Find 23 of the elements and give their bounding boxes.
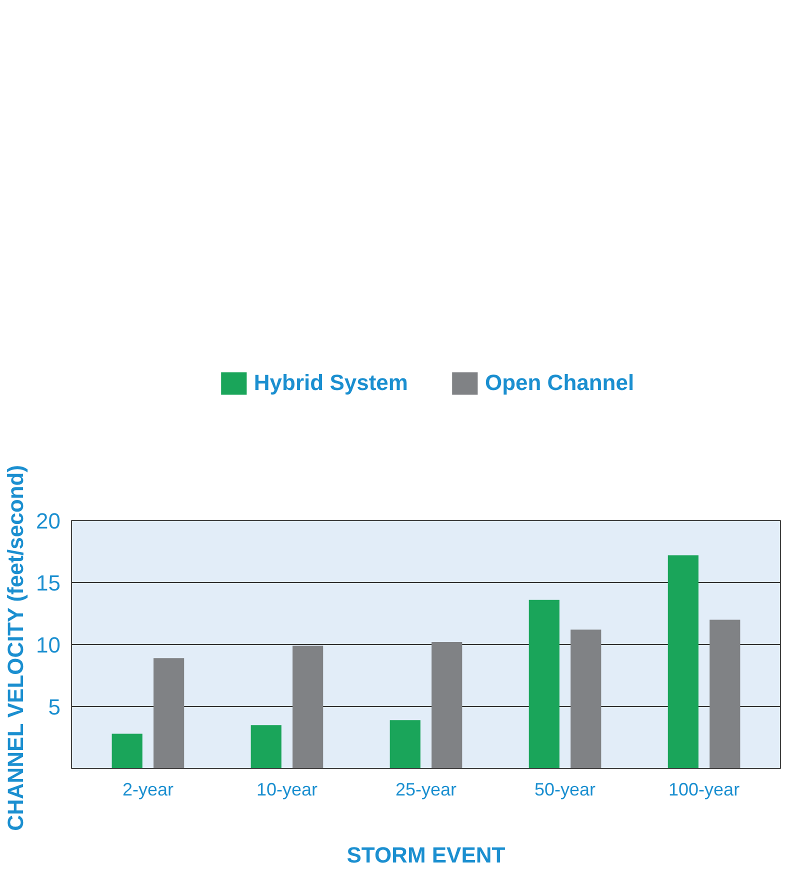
- x-tick-label: 100-year: [668, 780, 740, 800]
- bar: [154, 658, 184, 768]
- x-tick-label: 10-year: [256, 780, 318, 800]
- y-axis-title: CHANNEL VELOCITY (feet/second): [3, 465, 28, 831]
- y-tick-label: 15: [36, 570, 61, 596]
- x-tick-label: 50-year: [534, 780, 596, 800]
- x-tick-label: 25-year: [395, 780, 457, 800]
- y-tick-label: 5: [48, 694, 61, 720]
- bar: [112, 734, 142, 768]
- bar: [292, 646, 324, 768]
- bar: [668, 555, 698, 768]
- legend-label: Hybrid System: [254, 370, 408, 396]
- y-tick-label: 20: [36, 508, 61, 534]
- x-tick-label: 2-year: [122, 780, 174, 800]
- bar: [432, 642, 462, 768]
- x-axis-title: STORM EVENT: [346, 842, 506, 868]
- bar: [710, 620, 740, 768]
- bar: [570, 630, 602, 768]
- bar: [390, 720, 420, 768]
- legend-label: Open Channel: [484, 370, 634, 396]
- bar: [250, 725, 282, 768]
- y-tick-label: 10: [36, 632, 61, 658]
- bar: [528, 600, 560, 768]
